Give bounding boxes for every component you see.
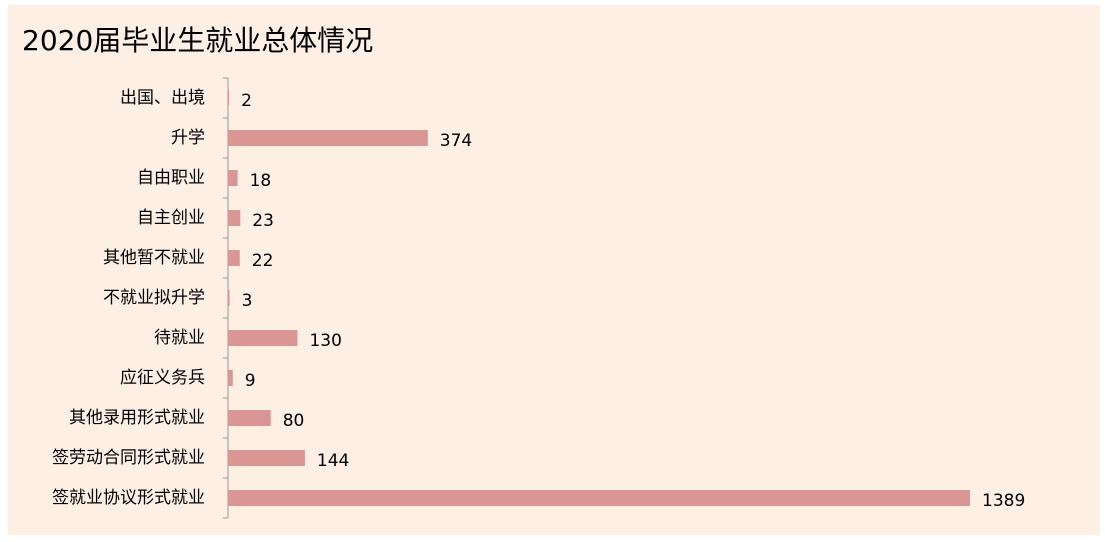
y-tick-label: 升学 [171,128,205,148]
bar [228,450,305,466]
bar [228,90,230,106]
value-label: 2 [241,91,252,111]
value-label: 9 [245,371,256,391]
bar [228,330,298,346]
value-label: 374 [440,131,472,151]
bar [228,490,970,506]
y-tick-label: 自由职业 [137,168,205,188]
bar [228,410,271,426]
y-tick-label: 不就业拟升学 [103,288,205,308]
value-label: 3 [242,291,253,311]
bar [228,370,233,386]
value-label: 80 [283,411,305,431]
y-tick-label: 待就业 [154,328,205,348]
y-tick-label: 自主创业 [137,208,205,228]
y-tick-label: 签就业协议形式就业 [52,488,205,508]
bar [228,130,428,146]
y-tick-label: 签劳动合同形式就业 [52,448,205,468]
bar [228,290,230,306]
y-tick-label: 其他暂不就业 [103,248,205,268]
bar [228,210,241,226]
value-label: 144 [317,451,349,471]
chart-background [8,5,1100,535]
value-label: 1389 [982,491,1025,511]
y-tick-label: 出国、出境 [120,88,205,108]
chart-title: 2020届毕业生就业总体情况 [22,24,373,57]
y-tick-label: 应征义务兵 [120,368,205,388]
value-label: 23 [252,211,274,231]
value-label: 18 [250,171,272,191]
value-label: 22 [252,251,274,271]
y-tick-label: 其他录用形式就业 [69,408,205,428]
bar [228,250,240,266]
value-label: 130 [309,331,341,351]
bar [228,170,238,186]
